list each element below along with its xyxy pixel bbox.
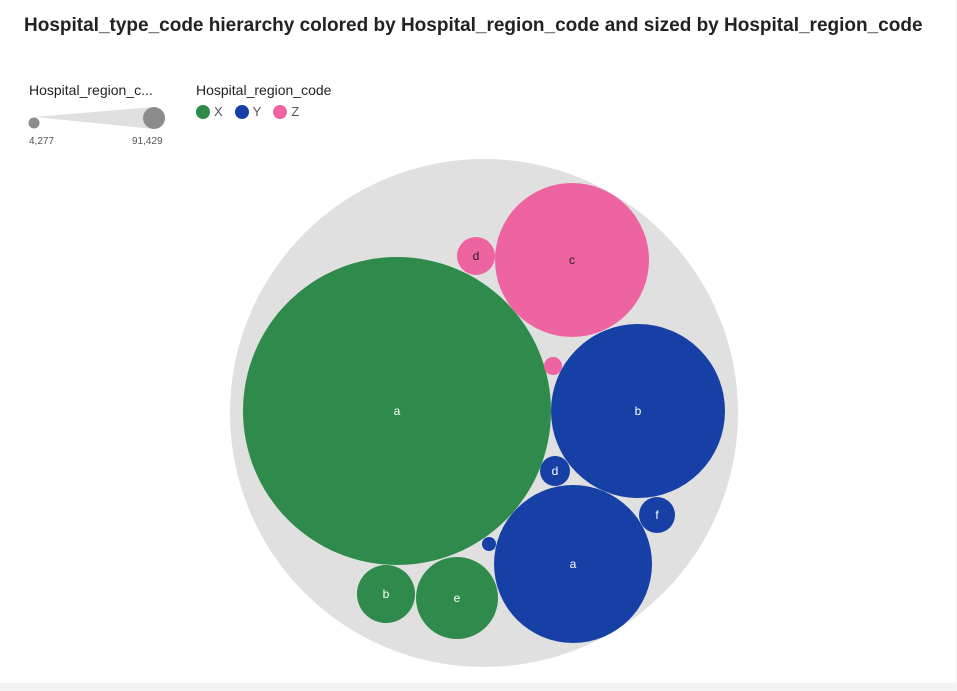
bubble-label-y-f: f [655,508,659,522]
bubble-y-d[interactable] [540,456,570,486]
legend-label-z: Z [291,104,300,119]
bubble-label-z-c: c [569,253,575,267]
bubble-x-a[interactable] [243,257,551,565]
legend-item-x[interactable]: X [196,104,223,119]
legend-swatch-x [196,104,210,119]
bubble-y-a[interactable] [494,485,652,643]
bubble-z-c[interactable] [495,183,649,337]
legend-label-y: Y [252,104,262,119]
bubble-label-x-b: b [383,587,390,601]
size-legend-min: 4,277 [29,136,55,147]
bubble-label-z-d: d [473,249,480,263]
bubble-z-d[interactable] [457,237,495,275]
bubble-x-e[interactable] [416,557,498,639]
legend-item-y[interactable]: Y [234,104,262,119]
color-legend-title: Hospital_region_code [196,82,332,98]
color-legend: Hospital_region_code X Y Z [196,82,331,119]
bubble-label-y-d: d [552,464,559,478]
size-legend-ramp [28,107,165,129]
bubble-y-f[interactable] [639,497,675,533]
bubble-label-x-a: a [394,404,401,418]
bubble-label-y-b: b [635,404,642,418]
legend-swatch-z [273,104,288,119]
size-legend-max: 91,429 [132,136,163,147]
legend-swatch-y [234,104,249,119]
size-legend: Hospital_region_c... 4,277 91,429 [24,82,174,147]
legend-label-x: X [214,104,223,119]
legend-item-z[interactable]: Z [273,104,299,119]
bubble-y-small[interactable] [482,537,496,551]
bubble-label-y-a: a [570,557,577,571]
bubble-y-b[interactable] [551,324,725,498]
bubble-label-x-e: e [454,591,461,605]
chart-title: Hospital_type_code hierarchy colored by … [24,15,923,36]
bubble-z-small[interactable] [544,357,562,375]
bubble-x-b[interactable] [357,565,415,623]
